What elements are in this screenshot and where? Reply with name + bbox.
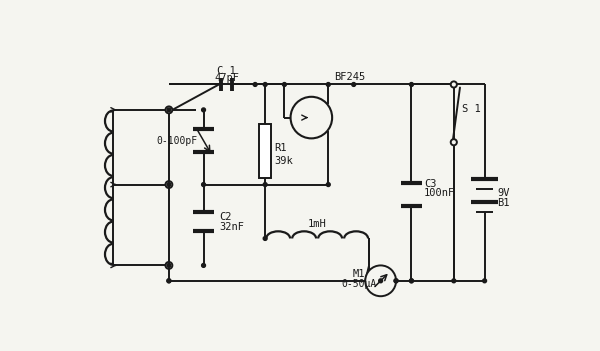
Circle shape bbox=[394, 279, 398, 283]
Circle shape bbox=[326, 82, 330, 86]
Text: 39k: 39k bbox=[274, 157, 293, 166]
Circle shape bbox=[326, 183, 330, 186]
Circle shape bbox=[166, 181, 172, 188]
Text: 1mH: 1mH bbox=[308, 219, 326, 229]
Circle shape bbox=[410, 279, 413, 283]
Text: 32nF: 32nF bbox=[219, 221, 244, 232]
Circle shape bbox=[202, 108, 205, 112]
Circle shape bbox=[167, 279, 171, 283]
Circle shape bbox=[263, 82, 267, 86]
Text: 47pF: 47pF bbox=[214, 73, 239, 82]
Text: S 1: S 1 bbox=[461, 105, 480, 114]
Circle shape bbox=[167, 183, 171, 186]
Text: R1: R1 bbox=[274, 143, 287, 153]
Circle shape bbox=[167, 279, 171, 283]
Text: 0-100pF: 0-100pF bbox=[156, 136, 197, 146]
Circle shape bbox=[410, 279, 413, 283]
Text: 0-50μA: 0-50μA bbox=[341, 279, 377, 289]
Circle shape bbox=[451, 81, 457, 87]
Circle shape bbox=[379, 279, 383, 283]
Circle shape bbox=[482, 279, 487, 283]
Circle shape bbox=[167, 108, 171, 112]
Circle shape bbox=[202, 264, 205, 267]
Circle shape bbox=[283, 82, 286, 86]
Text: M1: M1 bbox=[353, 269, 365, 279]
Text: C2: C2 bbox=[219, 212, 232, 222]
Text: 100nF: 100nF bbox=[424, 188, 455, 198]
Circle shape bbox=[166, 262, 172, 269]
Circle shape bbox=[166, 106, 172, 113]
Circle shape bbox=[202, 183, 205, 186]
Circle shape bbox=[365, 265, 396, 296]
Circle shape bbox=[290, 97, 332, 138]
Circle shape bbox=[452, 279, 456, 283]
Circle shape bbox=[451, 139, 457, 145]
Text: C 1: C 1 bbox=[217, 66, 236, 76]
Circle shape bbox=[352, 82, 356, 86]
Circle shape bbox=[394, 279, 398, 283]
Circle shape bbox=[167, 264, 171, 267]
Text: 9V: 9V bbox=[497, 188, 509, 198]
Text: C3: C3 bbox=[424, 179, 436, 189]
Circle shape bbox=[410, 82, 413, 86]
Circle shape bbox=[253, 82, 257, 86]
Text: B1: B1 bbox=[497, 198, 509, 208]
Circle shape bbox=[263, 237, 267, 240]
Bar bbox=[259, 124, 271, 178]
Circle shape bbox=[263, 183, 267, 186]
Text: BF245: BF245 bbox=[334, 72, 365, 82]
